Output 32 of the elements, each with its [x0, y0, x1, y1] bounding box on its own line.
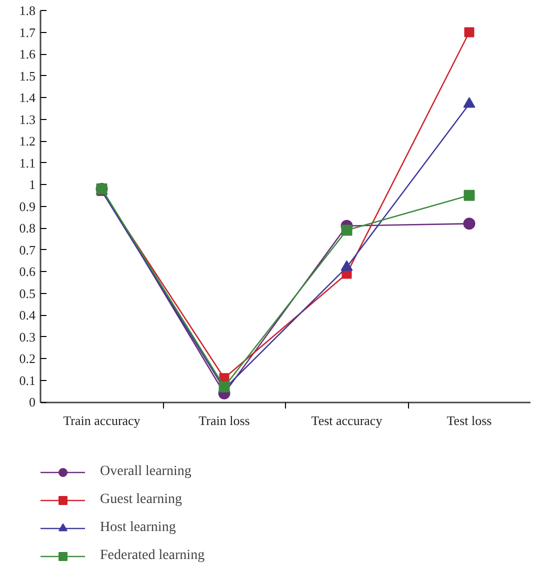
y-tick-label: 0.8 [19, 220, 36, 236]
x-tick-label: Test accuracy [311, 413, 383, 428]
y-tick-label: 1.2 [19, 134, 36, 149]
legend-label: Guest learning [100, 492, 182, 508]
y-tick-label: 0.4 [19, 308, 36, 323]
y-tick-label: 1.1 [19, 155, 36, 170]
y-tick-label: 1 [29, 177, 36, 192]
y-tick-label: 0.3 [19, 329, 36, 344]
point [464, 27, 474, 38]
y-tick-label: 1.4 [19, 90, 36, 106]
y-tick-label: 0.7 [19, 242, 36, 258]
x-tick-label: Train loss [198, 413, 250, 428]
y-tick-label: 1.3 [19, 112, 36, 127]
y-tick-label: 1.5 [19, 68, 36, 84]
x-tick-label: Test loss [446, 413, 492, 428]
y-tick-label: 0.6 [19, 264, 36, 280]
point [341, 224, 352, 236]
point [463, 218, 476, 230]
y-tick-label: 1.6 [19, 46, 36, 62]
legend-label: Federated learning [100, 548, 205, 564]
x-tick-label: Train accuracy [63, 413, 141, 428]
point [464, 190, 475, 201]
y-tick-label: 0.2 [19, 351, 36, 366]
y-tick-label: 0.9 [19, 198, 36, 214]
y-tick-label: 0 [29, 394, 36, 410]
legend-label: Overall learning [100, 464, 192, 480]
legend-label: Host learning [100, 520, 176, 536]
y-tick-label: 0.1 [19, 372, 36, 388]
point [463, 97, 476, 108]
y-tick-label: 1.7 [19, 24, 36, 40]
y-tick-label: 0.5 [19, 286, 36, 301]
y-tick-label: 1.8 [19, 3, 36, 18]
